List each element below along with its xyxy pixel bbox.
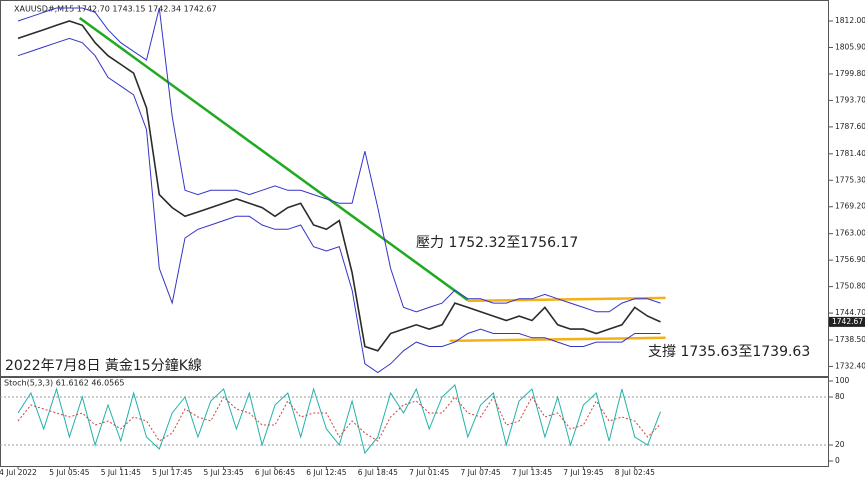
y-tick-label: 1812.00: [835, 16, 865, 25]
y-tick-label: 1775.30: [835, 175, 865, 184]
y-tick-label: 1781.40: [835, 149, 865, 158]
resistance-label: 壓力 1752.32至1756.17: [416, 235, 578, 251]
trendline: [78, 16, 469, 302]
x-tick-label: 8 Jul 02:45: [615, 468, 655, 477]
trendline: [467, 296, 666, 303]
x-tick-label: 4 Jul 2022: [0, 468, 37, 477]
y-tick-label: 20: [835, 440, 845, 449]
series-line: [17, 7, 661, 313]
support-label: 支撐 1735.63至1739.63: [648, 344, 810, 360]
stoch-title: Stoch(5,3,3) 61.6162 46.0565: [4, 379, 124, 388]
x-tick-label: 5 Jul 05:45: [49, 468, 89, 477]
series-line: [17, 384, 661, 455]
y-tick-label: 1805.90: [835, 42, 865, 51]
x-tick-label: 5 Jul 11:45: [101, 468, 141, 477]
y-tick-label: 1744.70: [835, 308, 865, 317]
y-tick-label: 1738.50: [835, 335, 865, 344]
x-tick-label: 7 Jul 07:45: [460, 468, 500, 477]
series-line: [17, 20, 661, 352]
y-tick-label: 1732.40: [835, 361, 865, 370]
x-tick-label: 7 Jul 13:45: [512, 468, 552, 477]
price-frame: [0, 0, 829, 377]
stoch-frame: [0, 377, 829, 467]
y-tick-label: 1750.80: [835, 282, 865, 291]
y-tick-label: 80: [835, 392, 845, 401]
x-tick-label: 5 Jul 17:45: [152, 468, 192, 477]
x-tick-label: 7 Jul 19:45: [563, 468, 603, 477]
last-price-box: [829, 316, 865, 327]
x-tick-label: 6 Jul 12:45: [306, 468, 346, 477]
x-tick-label: 7 Jul 01:45: [409, 468, 449, 477]
y-tick-label: 100: [835, 376, 850, 385]
caption: 2022年7月8日 黃金15分鐘K線: [5, 357, 202, 374]
x-tick-label: 5 Jul 23:45: [203, 468, 243, 477]
x-tick-label: 6 Jul 18:45: [358, 468, 398, 477]
last-price-label: 1742.67: [832, 317, 863, 326]
y-tick-label: 1769.20: [835, 202, 865, 211]
y-tick-label: 1763.00: [835, 229, 865, 238]
chart-title: XAUUSD#,M15 1742.70 1743.15 1742.34 1742…: [14, 5, 217, 14]
y-tick-label: 1756.90: [835, 255, 865, 264]
y-tick-label: 0: [835, 456, 840, 465]
series-line: [17, 395, 661, 442]
y-tick-label: 1787.60: [835, 122, 865, 131]
trendline: [449, 336, 666, 343]
y-tick-label: 1799.80: [835, 69, 865, 78]
series-line: [17, 37, 661, 374]
y-tick-label: 1793.70: [835, 95, 865, 104]
x-tick-label: 6 Jul 06:45: [255, 468, 295, 477]
